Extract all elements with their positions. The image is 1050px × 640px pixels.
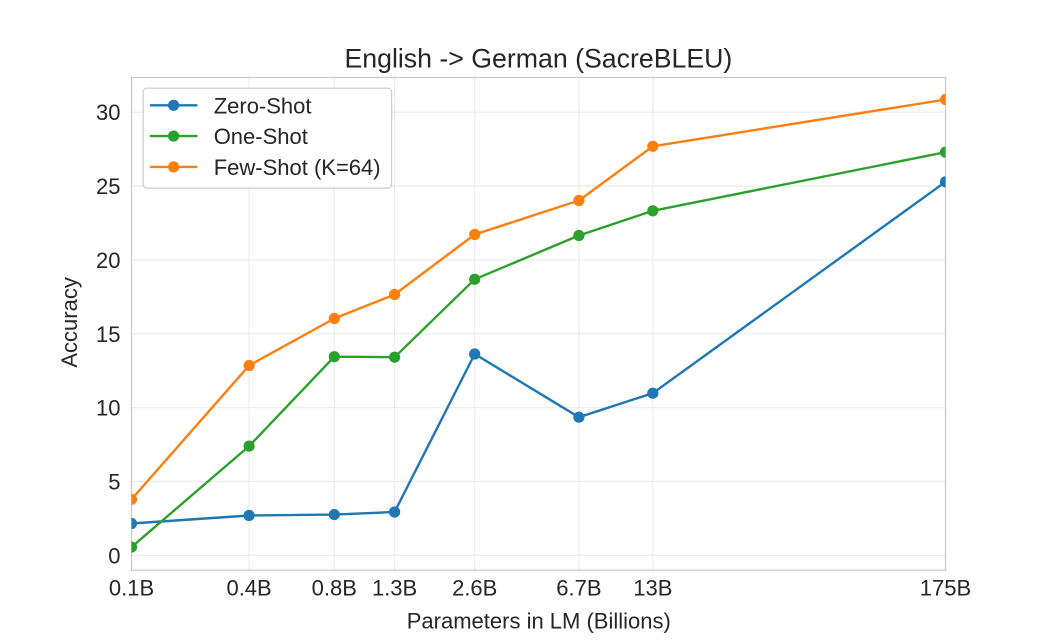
svg-text:15: 15 bbox=[96, 322, 120, 347]
svg-text:0.1B: 0.1B bbox=[109, 576, 154, 601]
svg-text:English -> German (SacreBLEU): English -> German (SacreBLEU) bbox=[344, 43, 732, 73]
svg-text:2.6B: 2.6B bbox=[452, 576, 497, 601]
svg-text:175B: 175B bbox=[920, 576, 971, 601]
svg-text:5: 5 bbox=[108, 470, 120, 495]
svg-text:0.4B: 0.4B bbox=[226, 576, 271, 601]
svg-text:0.8B: 0.8B bbox=[312, 576, 357, 601]
svg-text:1.3B: 1.3B bbox=[372, 576, 417, 601]
svg-text:25: 25 bbox=[96, 174, 120, 199]
svg-text:Parameters in LM (Billions): Parameters in LM (Billions) bbox=[407, 609, 671, 634]
svg-text:One-Shot: One-Shot bbox=[214, 124, 308, 149]
svg-text:0: 0 bbox=[108, 543, 120, 568]
svg-text:Zero-Shot: Zero-Shot bbox=[214, 93, 312, 118]
svg-text:30: 30 bbox=[96, 100, 120, 125]
svg-text:Accuracy: Accuracy bbox=[57, 277, 82, 367]
svg-text:13B: 13B bbox=[633, 576, 672, 601]
svg-text:Few-Shot (K=64): Few-Shot (K=64) bbox=[214, 155, 381, 180]
svg-text:6.7B: 6.7B bbox=[556, 576, 601, 601]
svg-text:20: 20 bbox=[96, 248, 120, 273]
svg-text:10: 10 bbox=[96, 396, 120, 421]
